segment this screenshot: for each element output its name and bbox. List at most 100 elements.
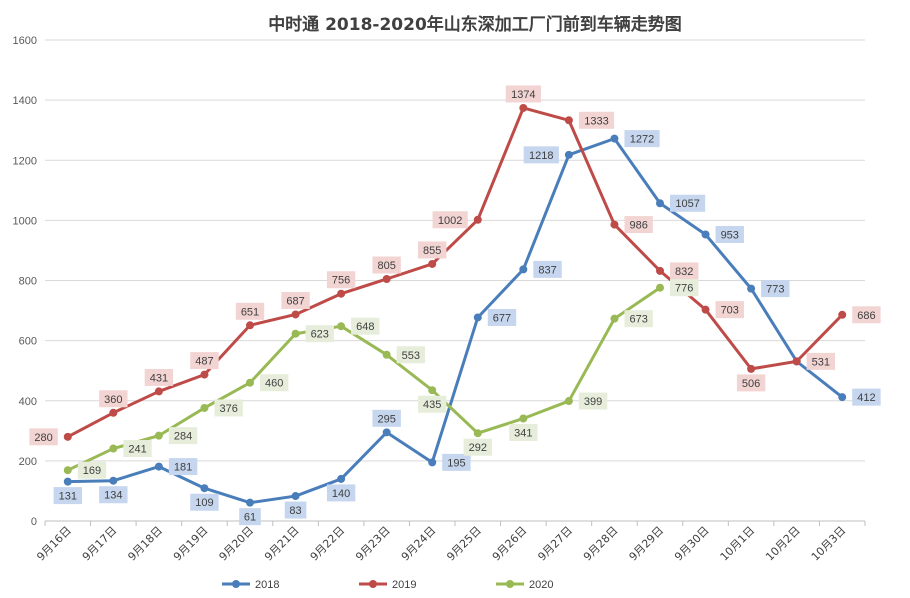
data-label-2019: 832	[675, 266, 693, 278]
data-label-bg	[29, 428, 58, 446]
legend-marker	[369, 580, 377, 588]
data-point-2020	[154, 431, 163, 440]
data-label-2018: 1218	[529, 150, 553, 162]
data-label-2018: 1272	[630, 134, 654, 146]
data-label-2018: 412	[857, 392, 875, 404]
data-label-bg	[326, 271, 356, 289]
data-point-2019	[610, 220, 619, 229]
data-label-2020: 623	[311, 329, 329, 341]
data-label-bg	[624, 130, 660, 148]
x-tick-label: 9月16日	[34, 524, 74, 564]
x-tick-label: 9月20日	[217, 524, 257, 564]
data-label-2019: 1333	[584, 115, 608, 127]
data-label-2019: 1002	[438, 215, 462, 227]
data-label-bg	[99, 390, 128, 408]
x-tick-label: 9月30日	[672, 524, 712, 564]
series-line-2020	[67, 286, 661, 472]
data-label-bg	[144, 368, 174, 386]
data-label-2018: 131	[59, 491, 77, 503]
data-point-2018	[656, 199, 664, 208]
data-point-2019	[154, 387, 163, 396]
data-label-bg	[53, 487, 82, 505]
series-line-2019	[67, 106, 844, 439]
y-tick-label: 200	[19, 456, 37, 468]
data-label-bg	[281, 291, 310, 309]
y-tick-label: 1000	[13, 215, 37, 227]
x-tick-label: 10月3日	[809, 524, 849, 564]
x-tick-label: 9月28日	[581, 524, 621, 564]
data-point-2018	[428, 458, 437, 467]
y-tick-label: 400	[19, 396, 37, 408]
data-label-2020: 284	[174, 431, 192, 443]
data-label-2020: 341	[514, 427, 532, 439]
data-label-2019: 487	[195, 356, 213, 368]
data-label-bg	[239, 508, 261, 526]
data-point-2020	[428, 386, 437, 395]
data-point-2019	[564, 116, 573, 125]
legend-item-2020: 2020	[496, 579, 553, 591]
data-label-2018: 1057	[675, 198, 699, 210]
series-lines	[63, 103, 847, 507]
data-label-bg	[260, 374, 289, 392]
data-label-2019: 531	[812, 356, 830, 368]
data-label-2018: 295	[377, 413, 395, 425]
x-tick-label: 9月26日	[490, 524, 530, 564]
data-label-bg	[418, 395, 447, 413]
data-label-2018: 181	[174, 462, 192, 474]
data-point-2018	[382, 428, 391, 437]
data-label-2018: 837	[538, 264, 556, 276]
data-label-bg	[670, 262, 699, 280]
data-label-bg	[505, 85, 541, 103]
x-tick-label: 9月29日	[627, 524, 667, 564]
data-label-bg	[284, 501, 307, 519]
legend-label: 2019	[392, 579, 416, 591]
data-label-2018: 677	[493, 312, 511, 324]
data-point-2018	[154, 462, 163, 471]
data-label-bg	[761, 280, 790, 298]
data-label-bg	[418, 241, 447, 259]
data-point-2018	[337, 474, 346, 483]
data-point-2018	[291, 492, 300, 501]
data-label-bg	[624, 310, 653, 328]
data-label-bg	[99, 486, 128, 504]
data-point-2019	[382, 274, 391, 283]
data-label-bg	[372, 409, 401, 427]
data-label-2020: 648	[356, 321, 374, 333]
y-tick-label: 1400	[13, 95, 37, 107]
data-point-2020	[63, 466, 72, 475]
data-label-2018: 195	[447, 457, 465, 469]
data-label-bg	[624, 216, 653, 234]
x-tick-label: 9月23日	[353, 524, 393, 564]
data-point-2019	[200, 370, 209, 379]
data-point-2020	[109, 444, 118, 453]
x-tick-label: 9月27日	[535, 524, 575, 564]
data-label-bg	[123, 440, 152, 458]
data-label-bg	[235, 302, 265, 320]
chart-title: 中时通 2018-2020年山东深加工厂门前到车辆走势图	[268, 14, 682, 35]
data-point-2018	[200, 484, 209, 493]
data-point-2018	[610, 134, 619, 143]
legend-label: 2020	[529, 579, 553, 591]
data-point-2019	[838, 310, 847, 319]
y-tick-label: 800	[19, 276, 37, 288]
data-point-2018	[63, 477, 72, 486]
data-label-2020: 673	[629, 314, 647, 326]
data-label-bg	[190, 493, 219, 511]
data-label-bg	[442, 453, 471, 471]
data-point-2019	[291, 310, 300, 319]
x-tick-label: 9月22日	[308, 524, 348, 564]
data-label-bg	[305, 325, 334, 343]
data-label-2019: 686	[857, 310, 875, 322]
y-axis-ticks: 0 200 400 600 800 1000 1200 1400 1600	[13, 35, 37, 528]
legend-item-2018: 2018	[222, 579, 279, 591]
data-label-bg	[670, 279, 699, 297]
data-label-bg	[190, 352, 219, 370]
data-label-bg	[715, 301, 744, 319]
data-label-2020: 376	[219, 403, 237, 415]
data-label-2020: 776	[675, 283, 693, 295]
data-label-2018: 109	[195, 497, 213, 509]
data-label-bg	[578, 392, 608, 410]
series-line-2018	[67, 137, 844, 505]
data-label-2019: 431	[150, 372, 168, 384]
